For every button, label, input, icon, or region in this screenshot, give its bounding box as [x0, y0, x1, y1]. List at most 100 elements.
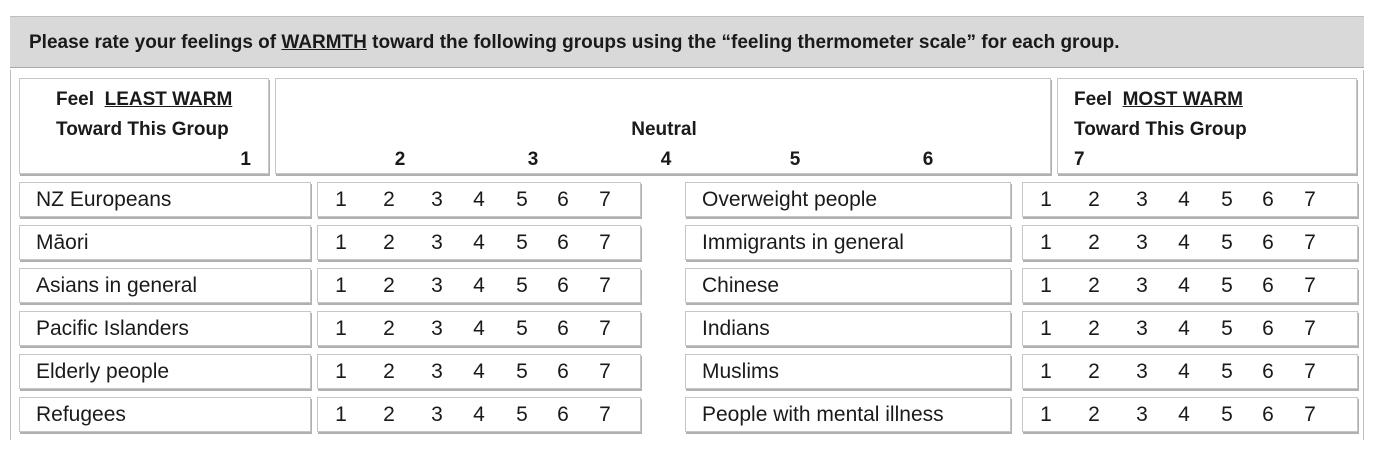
header-number-4: 4 — [660, 149, 672, 170]
rating-option[interactable]: 4 — [1178, 403, 1190, 426]
group-label-left-4: Elderly people — [19, 354, 311, 389]
rating-option[interactable]: 1 — [1040, 403, 1052, 426]
rating-scale-left-1: 1 2 3 4 5 6 7 — [317, 225, 641, 260]
header-neutral: Neutral 2 3 4 5 6 — [275, 78, 1051, 174]
rating-option[interactable]: 5 — [1221, 231, 1233, 254]
rating-option[interactable]: 4 — [1178, 317, 1190, 340]
rating-option[interactable]: 3 — [431, 360, 443, 383]
rating-option[interactable]: 4 — [473, 317, 485, 340]
rating-option[interactable]: 1 — [1040, 317, 1052, 340]
rating-option[interactable]: 6 — [1262, 274, 1274, 297]
rating-option[interactable]: 5 — [516, 231, 528, 254]
rating-option[interactable]: 6 — [557, 403, 569, 426]
rating-option[interactable]: 1 — [335, 360, 347, 383]
rating-scale-left-2: 1 2 3 4 5 6 7 — [317, 268, 641, 303]
rating-option[interactable]: 3 — [1136, 317, 1148, 340]
rating-option[interactable]: 1 — [1040, 231, 1052, 254]
header-least-warm: Feel LEAST WARM Toward This Group 1 — [19, 78, 269, 174]
rating-option[interactable]: 3 — [1136, 231, 1148, 254]
rating-option[interactable]: 7 — [1304, 317, 1316, 340]
rating-option[interactable]: 3 — [1136, 274, 1148, 297]
rating-option[interactable]: 2 — [383, 317, 395, 340]
rating-option[interactable]: 2 — [383, 403, 395, 426]
rating-option[interactable]: 7 — [1304, 403, 1316, 426]
rating-option[interactable]: 7 — [1304, 360, 1316, 383]
rating-scale-right-5: 1 2 3 4 5 6 7 — [1022, 397, 1358, 432]
rating-option[interactable]: 6 — [557, 317, 569, 340]
header-neutral-label: Neutral — [631, 119, 697, 140]
rating-option[interactable]: 1 — [335, 231, 347, 254]
rating-option[interactable]: 7 — [599, 231, 611, 254]
rating-option[interactable]: 7 — [1304, 231, 1316, 254]
rating-option[interactable]: 4 — [1178, 188, 1190, 211]
rating-option[interactable]: 1 — [335, 188, 347, 211]
header-number-3: 3 — [527, 149, 539, 170]
rating-option[interactable]: 4 — [473, 188, 485, 211]
rating-option[interactable]: 5 — [516, 274, 528, 297]
rating-option[interactable]: 2 — [383, 231, 395, 254]
rating-option[interactable]: 7 — [599, 403, 611, 426]
rating-option[interactable]: 3 — [431, 274, 443, 297]
group-label-left-3: Pacific Islanders — [19, 311, 311, 346]
rating-option[interactable]: 6 — [557, 188, 569, 211]
rating-option[interactable]: 1 — [335, 274, 347, 297]
rating-scale-right-2: 1 2 3 4 5 6 7 — [1022, 268, 1358, 303]
rating-option[interactable]: 6 — [557, 360, 569, 383]
rating-option[interactable]: 2 — [1088, 188, 1100, 211]
rating-option[interactable]: 7 — [1304, 274, 1316, 297]
rating-option[interactable]: 2 — [1088, 231, 1100, 254]
rating-option[interactable]: 5 — [1221, 317, 1233, 340]
rating-option[interactable]: 6 — [557, 231, 569, 254]
rating-option[interactable]: 3 — [431, 317, 443, 340]
rating-option[interactable]: 3 — [1136, 188, 1148, 211]
rating-option[interactable]: 7 — [599, 360, 611, 383]
rating-option[interactable]: 1 — [335, 403, 347, 426]
rating-option[interactable]: 3 — [431, 231, 443, 254]
header-right-line2: Toward This Group — [1074, 119, 1247, 140]
rating-option[interactable]: 1 — [1040, 274, 1052, 297]
rating-option[interactable]: 1 — [1040, 188, 1052, 211]
rating-option[interactable]: 1 — [335, 317, 347, 340]
rating-option[interactable]: 6 — [1262, 231, 1274, 254]
rating-option[interactable]: 2 — [383, 188, 395, 211]
rating-option[interactable]: 2 — [383, 274, 395, 297]
rating-option[interactable]: 2 — [1088, 360, 1100, 383]
rating-option[interactable]: 7 — [599, 274, 611, 297]
instruction-emphasis: WARMTH — [281, 32, 367, 53]
rating-option[interactable]: 4 — [473, 360, 485, 383]
rating-option[interactable]: 6 — [1262, 403, 1274, 426]
rating-option[interactable]: 3 — [431, 188, 443, 211]
rating-option[interactable]: 6 — [1262, 317, 1274, 340]
rating-option[interactable]: 2 — [383, 360, 395, 383]
rating-option[interactable]: 3 — [1136, 403, 1148, 426]
rating-option[interactable]: 3 — [431, 403, 443, 426]
rating-option[interactable]: 4 — [473, 231, 485, 254]
rating-option[interactable]: 6 — [557, 274, 569, 297]
rating-option[interactable]: 5 — [516, 403, 528, 426]
rating-option[interactable]: 2 — [1088, 403, 1100, 426]
rating-option[interactable]: 4 — [473, 403, 485, 426]
header-right-number: 7 — [1074, 149, 1085, 170]
group-label-left-2: Asians in general — [19, 268, 311, 303]
instruction-banner: Please rate your feelings of WARMTH towa… — [10, 16, 1364, 68]
rating-option[interactable]: 4 — [1178, 360, 1190, 383]
rating-option[interactable]: 5 — [516, 317, 528, 340]
rating-option[interactable]: 3 — [1136, 360, 1148, 383]
rating-option[interactable]: 7 — [1304, 188, 1316, 211]
rating-option[interactable]: 5 — [516, 360, 528, 383]
rating-option[interactable]: 5 — [1221, 360, 1233, 383]
rating-option[interactable]: 4 — [1178, 231, 1190, 254]
rating-option[interactable]: 5 — [1221, 274, 1233, 297]
rating-option[interactable]: 5 — [1221, 188, 1233, 211]
rating-option[interactable]: 6 — [1262, 360, 1274, 383]
rating-option[interactable]: 1 — [1040, 360, 1052, 383]
rating-option[interactable]: 6 — [1262, 188, 1274, 211]
rating-option[interactable]: 5 — [1221, 403, 1233, 426]
rating-option[interactable]: 7 — [599, 317, 611, 340]
rating-option[interactable]: 4 — [473, 274, 485, 297]
rating-option[interactable]: 4 — [1178, 274, 1190, 297]
rating-option[interactable]: 7 — [599, 188, 611, 211]
rating-option[interactable]: 2 — [1088, 317, 1100, 340]
rating-option[interactable]: 5 — [516, 188, 528, 211]
rating-option[interactable]: 2 — [1088, 274, 1100, 297]
